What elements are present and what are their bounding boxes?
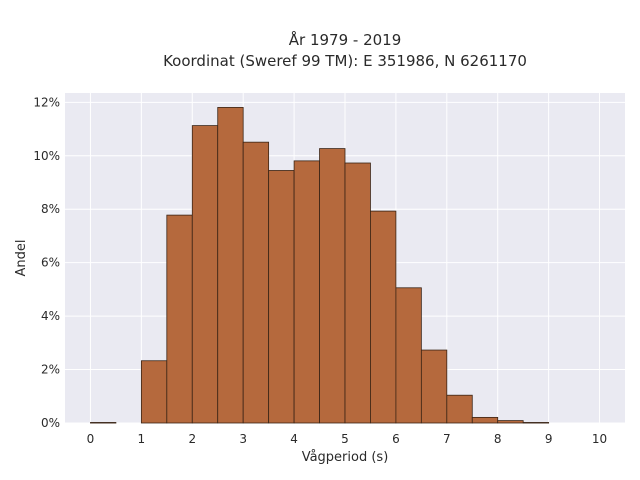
y-tick-label: 2%: [41, 363, 60, 377]
x-axis-label: Vågperiod (s): [302, 450, 389, 465]
y-tick-label: 4%: [41, 309, 60, 323]
histogram-bar: [217, 107, 244, 424]
histogram-bar: [344, 162, 371, 424]
histogram-bar: [90, 422, 117, 424]
y-axis-ticks: 0% 2% 4% 6% 8% 10% 12%: [33, 95, 60, 430]
x-tick-label: 0: [87, 432, 95, 446]
x-tick-label: 6: [392, 432, 400, 446]
y-tick-label: 0%: [41, 416, 60, 430]
x-axis-ticks: 0 1 2 3 4 5 6 7 8 9 10: [87, 432, 608, 446]
histogram-bars: [90, 107, 550, 424]
x-tick-label: 10: [592, 432, 607, 446]
histogram-bar: [191, 125, 219, 424]
histogram-bar: [140, 360, 168, 424]
y-tick-label: 10%: [33, 149, 60, 163]
x-tick-label: 2: [188, 432, 196, 446]
y-tick-label: 6%: [41, 256, 60, 270]
y-tick-label: 12%: [33, 95, 60, 109]
histogram-bar: [293, 160, 320, 424]
histogram-bar: [395, 287, 422, 424]
x-tick-label: 5: [341, 432, 349, 446]
histogram-bar: [420, 349, 448, 424]
chart-title-line-1: År 1979 - 2019: [289, 30, 402, 49]
x-tick-label: 9: [545, 432, 553, 446]
y-tick-label: 8%: [41, 202, 60, 216]
x-tick-label: 3: [239, 432, 247, 446]
x-tick-label: 7: [443, 432, 451, 446]
histogram-bar: [166, 214, 193, 424]
histogram-bar: [471, 416, 499, 424]
histogram-bar: [319, 148, 346, 424]
histogram-bar: [522, 422, 550, 424]
x-tick-label: 8: [494, 432, 502, 446]
x-tick-label: 4: [290, 432, 298, 446]
histogram-bar: [497, 420, 524, 424]
x-tick-label: 1: [138, 432, 146, 446]
histogram-bar: [446, 394, 473, 424]
y-axis-label: Andel: [14, 240, 29, 277]
histogram-bar: [268, 170, 295, 424]
chart-title-line-2: Koordinat (Sweref 99 TM): E 351986, N 62…: [163, 52, 527, 70]
histogram-bar: [370, 210, 397, 424]
histogram-bar: [242, 141, 270, 424]
